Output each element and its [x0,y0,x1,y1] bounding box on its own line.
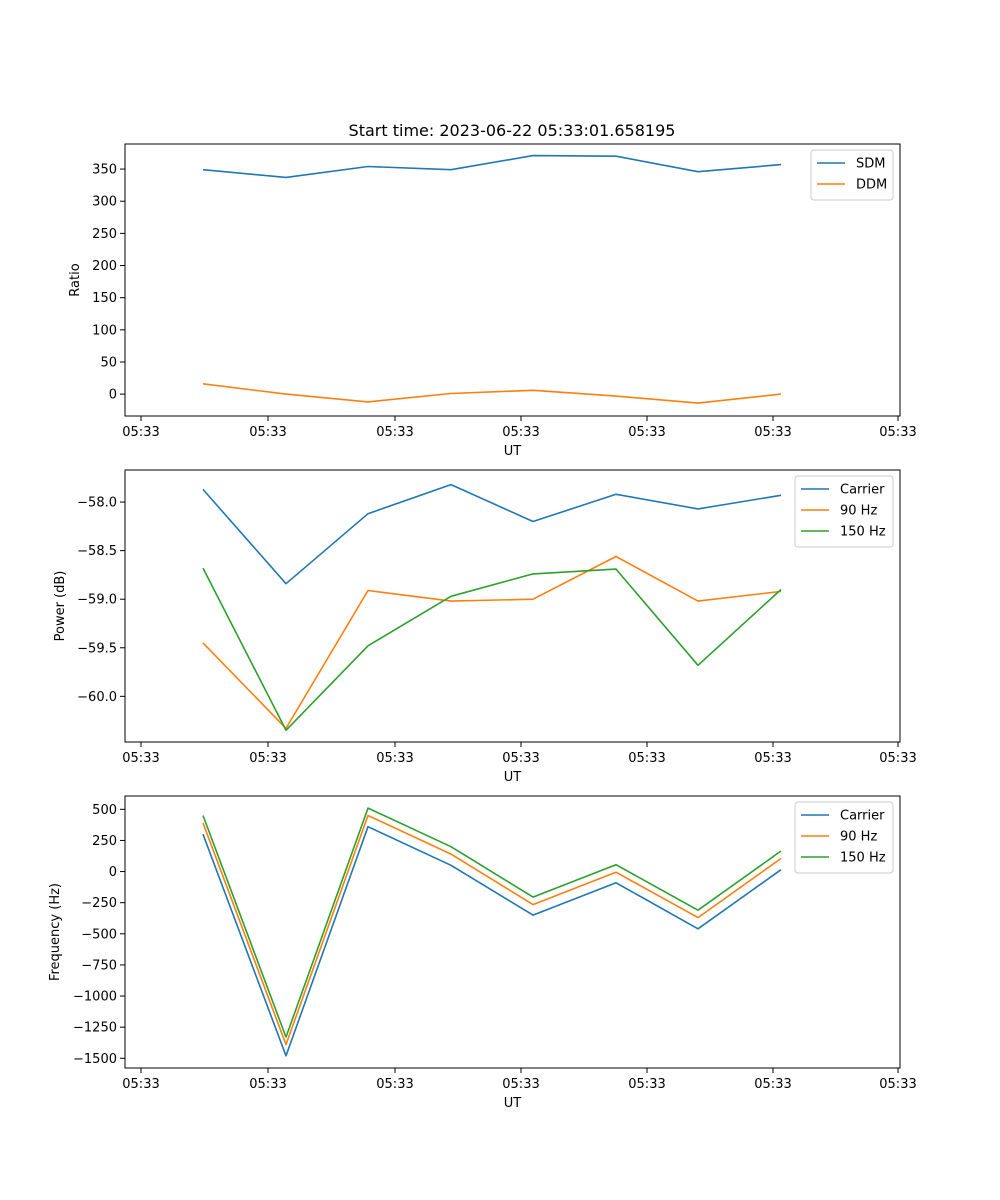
x-tick-label: 05:33 [628,1077,665,1092]
legend-label: DDM [856,178,887,193]
y-tick-label: 300 [92,195,117,210]
y-tick-label: −60.0 [77,690,117,705]
legend-label: SDM [856,157,885,172]
panel-1: 05:33 05:33 05:33 05:33 05:33 05:33 05:33 0 50 10… [68,143,917,459]
series-line-sdm [202,154,782,179]
x-tick-label: 05:33 [879,425,916,440]
panels: 05:33 05:33 05:33 05:33 05:33 05:33 05:33 0 50 10… [48,143,917,1111]
x-axis-label: UT [504,770,522,785]
x-tick-label: 05:33 [754,1077,791,1092]
legend-label: 150 Hz [840,851,886,866]
x-tick-label: 05:33 [376,751,413,766]
legend-label: Carrier [840,483,885,498]
series-line-90-hz [202,555,782,730]
y-axis-label: Frequency (Hz) [48,883,63,981]
y-tick-label: 250 [92,227,117,242]
series-line-150-hz [202,807,782,1038]
axes-frame [124,795,901,1069]
legend-label: 150 Hz [840,525,886,540]
x-tick-label: 05:33 [249,1077,286,1092]
axes-frame [124,143,901,417]
y-tick-label: −1250 [73,1021,117,1036]
legend: SDM DDM [810,149,894,201]
x-axis-label: UT [504,1096,522,1111]
y-tick-label: 150 [92,291,117,306]
y-tick-label: 200 [92,259,117,274]
legend-label: 90 Hz [840,830,877,845]
y-axis-label: Power (dB) [53,571,68,642]
x-tick-label: 05:33 [502,425,539,440]
x-tick-label: 05:33 [249,425,286,440]
series-line-150-hz [202,567,782,732]
x-tick-label: 05:33 [122,425,159,440]
series-line-ddm [202,383,782,404]
panel-2: 05:33 05:33 05:33 05:33 05:33 05:33 05:33 −60.0… [53,469,917,785]
y-tick-label: −250 [81,896,117,911]
y-tick-label: 0 [109,865,117,880]
x-tick-label: 05:33 [122,1077,159,1092]
series-line-carrier [202,483,782,585]
x-tick-label: 05:33 [502,1077,539,1092]
legend: Carrier 90 Hz 150 Hz [794,475,894,548]
y-tick-label: 0 [109,388,117,403]
y-tick-label: 50 [100,355,117,370]
y-tick-label: 350 [92,163,117,178]
legend-box [794,801,894,874]
panel-3: 05:33 05:33 05:33 05:33 05:33 05:33 05:33 −1500… [48,795,917,1111]
y-axis-label: Ratio [68,263,83,296]
x-tick-label: 05:33 [122,751,159,766]
axes-frame [124,469,901,743]
y-tick-label: −500 [81,927,117,942]
x-tick-label: 05:33 [249,751,286,766]
x-axis-label: UT [504,444,522,459]
x-tick-label: 05:33 [754,751,791,766]
legend-label: Carrier [840,809,885,824]
y-tick-label: −59.5 [77,641,117,656]
y-tick-label: −58.0 [77,496,117,511]
y-tick-label: 250 [92,834,117,849]
y-tick-label: −1500 [73,1052,117,1067]
y-tick-label: −58.5 [77,544,117,559]
series-line-carrier [202,825,782,1057]
x-tick-label: 05:33 [376,425,413,440]
legend-box [794,475,894,548]
y-tick-label: −1000 [73,990,117,1005]
x-tick-label: 05:33 [879,751,916,766]
y-tick-label: −750 [81,958,117,973]
figure-title: Start time: 2023-06-22 05:33:01.658195 [349,121,676,140]
x-tick-label: 05:33 [879,1077,916,1092]
legend: Carrier 90 Hz 150 Hz [794,801,894,874]
y-tick-label: 100 [92,323,117,338]
x-tick-label: 05:33 [628,751,665,766]
y-tick-label: 500 [92,803,117,818]
series-line-90-hz [202,814,782,1046]
y-tick-label: −59.0 [77,593,117,608]
legend-label: 90 Hz [840,504,877,519]
x-tick-label: 05:33 [502,751,539,766]
x-tick-label: 05:33 [628,425,665,440]
x-tick-label: 05:33 [754,425,791,440]
x-tick-label: 05:33 [376,1077,413,1092]
